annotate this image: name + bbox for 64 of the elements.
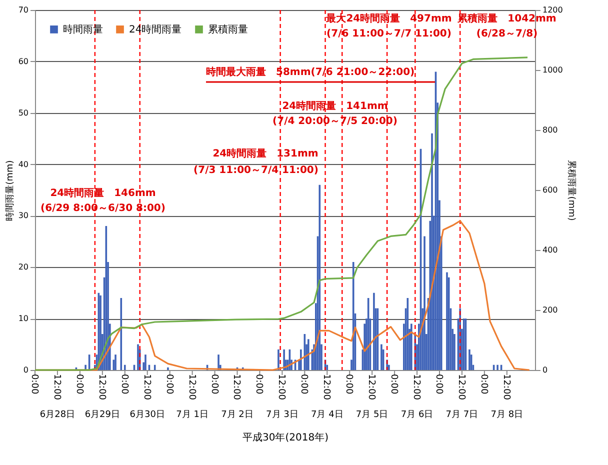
x-tick-label: 12:00 [321,374,332,400]
x2-tick-label: 7月 3日 [266,410,298,420]
x-tick-label: 0:00 [74,374,84,394]
x2-tick-label: 7月 7日 [446,410,478,420]
y-tick-label: 60 [18,56,28,66]
y-tick-label: 30 [18,211,28,220]
annotation: 24時間雨量 141mm [282,100,388,112]
x2-tick-label: 7月 2日 [221,410,254,420]
y2-tick-label: 0 [542,366,548,374]
annotation: 24時間雨量 131mm [212,147,318,160]
x-tick-label: 12:00 [456,374,466,400]
annotation: (7/3 11:00～7/4 11:00) [194,165,318,176]
annotation: (7/4 20:00～7/5 20:00) [272,116,398,128]
y2-tick-label: 600 [542,186,558,194]
y2-tick-label: 200 [542,306,558,314]
y2-tick-label: 800 [542,126,558,134]
y-axis-title: 時間雨量(mm) [4,160,16,221]
legend-label: 累積雨量 [208,23,248,36]
x-tick-label: 12:00 [231,374,242,400]
x2-tick-label: 6月28日 [40,410,76,420]
x2-tick-label: 7月 6日 [400,410,434,420]
annotation: 最大24時間雨量 497mm [325,12,452,24]
y2-tick-label: 1200 [542,6,563,14]
x-tick-label: 0:00 [208,374,219,394]
x-tick-label: 12:00 [51,374,62,400]
y-tick-label: 20 [18,262,28,272]
annotation: 時間最大雨量 58mm(7/6 21:00～22:00) [206,66,415,78]
x-tick-label: 12:00 [96,374,106,400]
x2-tick-label: 7月 1日 [176,410,208,420]
legend-label: 24時間雨量 [129,23,182,36]
x-tick-label: 12:00 [411,374,422,400]
x-tick-label: 0:00 [254,374,264,394]
annotation: (6/29 8:00～6/30 8:00) [40,203,166,214]
y-tick-label: 70 [18,6,28,14]
y2-tick-label: 400 [542,246,558,254]
x-tick-label: 0:00 [388,374,399,394]
x2-tick-label: 7月 4日 [310,410,344,420]
y-tick-label: 40 [18,160,28,169]
x2-tick-label: 7月 8日 [490,410,524,420]
x-tick-label: 12:00 [500,374,511,400]
x-tick-label: 0:00 [298,374,309,394]
y-tick-label: 50 [18,108,28,118]
x-tick-label: 0:00 [433,374,444,394]
x2-tick-label: 6月29日 [84,410,120,420]
x-tick-label: 0:00 [164,374,174,394]
y2-axis-title: 累積雨量(mm) [566,160,577,221]
annotation: (6/28～7/8) [476,28,538,40]
y-tick-label: 0 [23,366,28,374]
x-tick-label: 0:00 [344,374,354,394]
x-tick-label: 12:00 [366,374,376,400]
legend-label: 時間雨量 [63,23,103,36]
y2-tick-label: 1000 [542,66,563,74]
x-tick-label: 12:00 [141,374,152,400]
annotation: 24時間雨量 146mm [50,186,156,199]
x-tick-label: 0:00 [118,374,129,394]
x-tick-label: 12:00 [186,374,196,400]
x-axis-title: 平成30年(2018年) [242,432,329,444]
x2-tick-label: 7月 5日 [356,410,388,420]
y-tick-label: 10 [18,314,28,324]
annotation: 累積雨量 1042mm [456,12,556,24]
x-tick-label: 12:00 [276,374,286,400]
x2-tick-label: 6月30日 [130,410,165,420]
x-tick-label: 0:00 [478,374,488,394]
x-tick-label: 0:00 [29,374,39,394]
